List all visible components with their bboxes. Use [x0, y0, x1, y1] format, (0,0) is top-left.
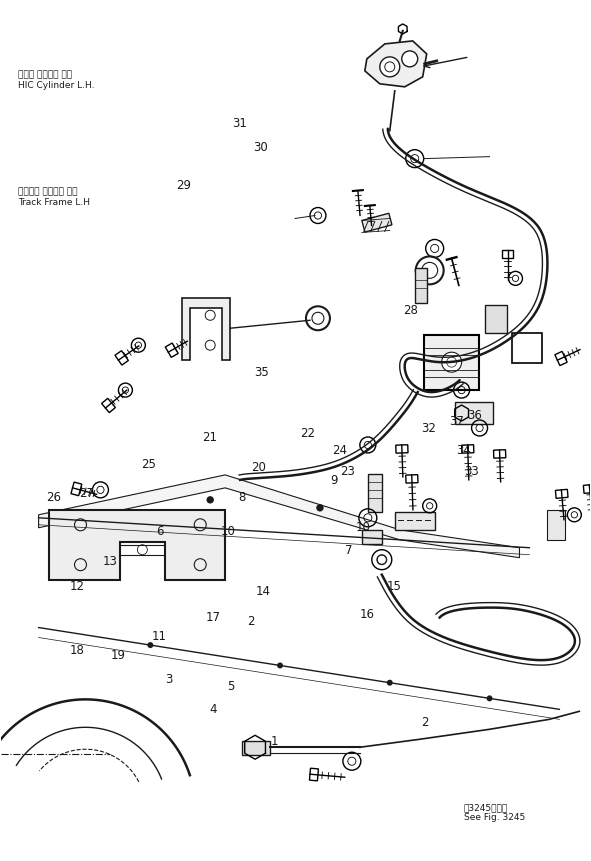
- Text: 10: 10: [356, 521, 371, 534]
- Bar: [362, 214, 392, 232]
- Text: 5: 5: [227, 680, 234, 693]
- Bar: [547, 510, 566, 540]
- Circle shape: [147, 642, 153, 648]
- Text: 11: 11: [151, 630, 166, 643]
- Text: ＨＩＣ シリンダ 左側
HIC Cylinder L.H.: ＨＩＣ シリンダ 左側 HIC Cylinder L.H.: [18, 71, 95, 90]
- Text: 8: 8: [239, 491, 246, 504]
- Polygon shape: [310, 768, 319, 781]
- Circle shape: [317, 505, 323, 511]
- Polygon shape: [38, 475, 519, 558]
- Text: 27: 27: [79, 486, 94, 499]
- Polygon shape: [493, 449, 506, 458]
- Circle shape: [387, 679, 393, 685]
- Text: 13: 13: [102, 554, 117, 567]
- Circle shape: [380, 57, 400, 77]
- Bar: [242, 741, 270, 755]
- Text: 7: 7: [345, 544, 352, 557]
- Text: 19: 19: [111, 649, 126, 662]
- Text: 20: 20: [252, 461, 267, 474]
- Text: 3: 3: [165, 673, 173, 686]
- Bar: [415, 269, 427, 303]
- Text: 25: 25: [141, 458, 155, 471]
- Polygon shape: [406, 474, 418, 483]
- Text: 9: 9: [330, 474, 337, 486]
- Text: 37: 37: [449, 415, 464, 429]
- Text: 30: 30: [253, 140, 268, 153]
- Text: 2: 2: [248, 615, 255, 628]
- Circle shape: [277, 662, 283, 668]
- Text: 36: 36: [467, 408, 482, 422]
- Polygon shape: [165, 343, 178, 357]
- Text: 29: 29: [176, 179, 191, 192]
- Text: 21: 21: [203, 430, 217, 444]
- Polygon shape: [462, 445, 474, 453]
- Text: 32: 32: [421, 422, 436, 436]
- Bar: [395, 511, 434, 530]
- Text: 26: 26: [46, 491, 61, 504]
- Polygon shape: [555, 351, 567, 366]
- Text: 28: 28: [403, 304, 418, 317]
- Circle shape: [417, 515, 423, 521]
- Bar: [362, 530, 382, 544]
- Circle shape: [207, 497, 213, 503]
- Text: トラック フレーム 左側
Track Frame L.H: トラック フレーム 左側 Track Frame L.H: [18, 187, 90, 207]
- Bar: [485, 306, 506, 333]
- Text: 18: 18: [70, 644, 85, 657]
- Text: 34: 34: [456, 443, 471, 456]
- Polygon shape: [71, 482, 82, 496]
- Circle shape: [486, 696, 492, 702]
- Text: 15: 15: [387, 580, 402, 593]
- Circle shape: [441, 352, 462, 372]
- Text: 6: 6: [156, 525, 164, 538]
- Text: 10: 10: [220, 525, 235, 538]
- Text: 24: 24: [332, 443, 348, 456]
- Text: 2: 2: [421, 716, 429, 729]
- Text: 16: 16: [360, 608, 375, 621]
- Text: 33: 33: [464, 465, 479, 478]
- Polygon shape: [48, 510, 225, 579]
- Polygon shape: [583, 485, 591, 493]
- Bar: [424, 335, 479, 389]
- Polygon shape: [396, 445, 408, 453]
- Text: 第3245図参照
See Fig. 3245: 第3245図参照 See Fig. 3245: [463, 803, 525, 822]
- Text: 17: 17: [206, 611, 220, 624]
- Text: 23: 23: [340, 465, 355, 478]
- Bar: [368, 474, 382, 511]
- Polygon shape: [502, 251, 514, 258]
- Text: 14: 14: [255, 585, 271, 598]
- Polygon shape: [182, 298, 230, 360]
- Text: 12: 12: [70, 580, 85, 593]
- Polygon shape: [102, 399, 115, 412]
- Circle shape: [402, 51, 418, 67]
- Text: 31: 31: [232, 117, 247, 130]
- Bar: [454, 402, 492, 424]
- Text: 1: 1: [271, 735, 278, 748]
- Polygon shape: [365, 41, 427, 87]
- Polygon shape: [115, 350, 128, 365]
- Bar: [512, 333, 543, 363]
- Text: 4: 4: [209, 703, 217, 716]
- Text: 35: 35: [254, 366, 269, 379]
- Text: 22: 22: [300, 426, 315, 440]
- Polygon shape: [556, 489, 568, 499]
